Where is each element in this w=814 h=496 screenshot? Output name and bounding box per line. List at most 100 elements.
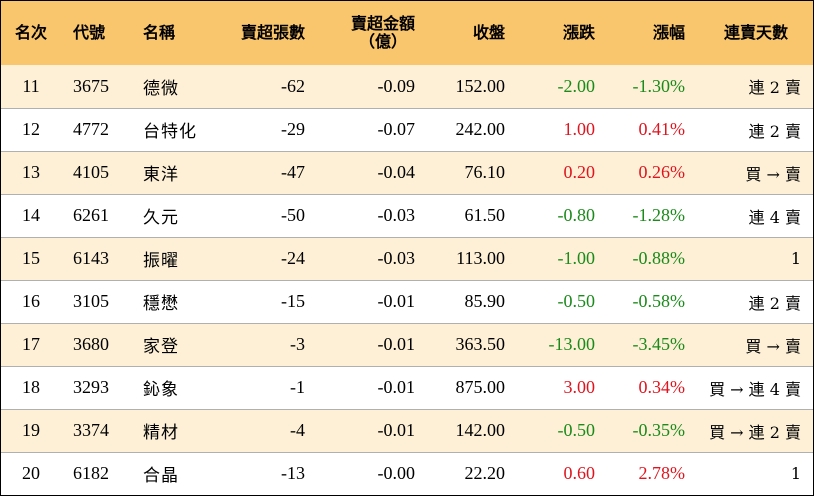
cell-code: 3374 (73, 420, 109, 440)
header-sell-amount-title: 賣超金額 (350, 14, 415, 34)
cell-change: 3.00 (563, 377, 596, 397)
cell-change-pct: 0.34% (638, 377, 686, 397)
header-code: 代號 (73, 23, 106, 43)
cell-sell-lots: -1 (290, 377, 305, 397)
cell-rank: 15 (22, 248, 40, 268)
cell-sell-lots: -62 (281, 75, 305, 96)
table-row: 15 6143 振曜 -24 -0.03 113.00 -1.00 -0.88% 1 (1, 237, 813, 280)
table-row: 13 4105 東洋 -47 -0.04 76.10 0.20 0.26% 買 → 賣 (1, 151, 813, 194)
cell-change-pct: -0.58% (632, 291, 686, 311)
cell-sell-amount: -0.01 (377, 334, 416, 354)
cell-close: 85.90 (464, 291, 506, 311)
cell-sell-amount: -0.07 (377, 119, 416, 139)
cell-name: 振曜 (143, 251, 179, 271)
table-row: 14 6261 久元 -50 -0.03 61.50 -0.80 -1.28% 連 4 賣 (1, 194, 813, 237)
cell-rank: 16 (22, 291, 40, 311)
table-header: 名次 代號 名稱 賣超張數 賣超金額 （億） 收盤 漲跌 漲幅 連賣天數 (1, 1, 813, 65)
cell-sell-amount: -0.04 (377, 162, 416, 182)
cell-change-pct: -1.28% (632, 205, 686, 225)
cell-change: 0.60 (563, 463, 596, 484)
cell-sell-lots: -24 (281, 248, 305, 268)
cell-sell-lots: -29 (281, 119, 305, 139)
cell-sell-lots: -3 (290, 334, 305, 354)
cell-name: 家登 (143, 337, 179, 357)
header-sell-amount-unit: （億） (358, 32, 407, 51)
cell-change: -1.00 (557, 248, 596, 268)
header-change: 漲跌 (562, 23, 595, 43)
cell-change-pct: 0.41% (638, 119, 686, 139)
cell-rank: 18 (22, 377, 40, 397)
table-row: 18 3293 鈊象 -1 -0.01 875.00 3.00 0.34% 買 → 連 4 賣 (1, 366, 813, 409)
cell-rank: 14 (22, 205, 40, 225)
cell-change-pct: -0.88% (632, 248, 686, 268)
cell-code: 4772 (73, 119, 109, 139)
header-streak: 連賣天數 (723, 23, 788, 43)
cell-rank: 20 (22, 463, 40, 484)
header-sell-lots: 賣超張數 (240, 23, 305, 43)
cell-sell-amount: -0.01 (377, 420, 416, 440)
table-row: 19 3374 精材 -4 -0.01 142.00 -0.50 -0.35% 買 → 連 2 … (1, 409, 813, 452)
cell-change-pct: 0.26% (638, 162, 686, 182)
cell-streak: 買 → 連 2 賣 (709, 422, 801, 442)
cell-sell-amount: -0.03 (377, 205, 416, 225)
header-rank: 名次 (14, 23, 47, 43)
cell-close: 142.00 (455, 420, 506, 440)
cell-code: 6182 (73, 463, 109, 484)
cell-code: 3680 (73, 334, 109, 354)
cell-sell-lots: -13 (281, 463, 305, 484)
cell-close: 363.50 (455, 334, 506, 354)
cell-rank: 17 (22, 334, 40, 354)
cell-change-pct: -1.30% (632, 75, 686, 96)
cell-change: -2.00 (557, 75, 596, 96)
header-change-pct: 漲幅 (652, 23, 685, 43)
cell-change: -0.50 (557, 420, 596, 440)
cell-sell-amount: -0.03 (377, 248, 416, 268)
cell-name: 精材 (143, 423, 179, 443)
cell-sell-amount: -0.09 (377, 75, 416, 96)
cell-streak: 連 2 賣 (748, 121, 801, 141)
cell-rank: 13 (22, 162, 40, 182)
cell-streak: 1 (790, 464, 801, 484)
table-row: 16 3105 穩懋 -15 -0.01 85.90 -0.50 -0.58% 連 2 賣 (1, 280, 813, 323)
header-row: 名次 代號 名稱 賣超張數 賣超金額 （億） 收盤 漲跌 漲幅 連賣天數 (1, 1, 813, 65)
cell-sell-lots: -50 (281, 205, 305, 225)
cell-streak: 1 (790, 249, 801, 268)
cell-code: 3105 (73, 291, 109, 311)
cell-streak: 買 → 賣 (745, 164, 801, 184)
cell-change-pct: -3.45% (632, 334, 686, 354)
cell-streak: 連 2 賣 (748, 293, 801, 313)
header-name: 名稱 (143, 23, 176, 43)
cell-sell-amount: -0.01 (377, 291, 416, 311)
cell-sell-lots: -47 (281, 162, 305, 182)
cell-close: 875.00 (455, 377, 506, 397)
cell-close: 152.00 (455, 75, 506, 96)
cell-name: 鈊象 (143, 380, 179, 400)
cell-change-pct: -0.35% (632, 420, 686, 440)
header-close: 收盤 (472, 23, 505, 43)
cell-name: 東洋 (143, 165, 179, 185)
cell-change: 0.20 (563, 162, 596, 182)
cell-name: 久元 (143, 208, 179, 228)
table-row: 11 3675 德微 -62 -0.09 152.00 -2.00 -1.30% 連 2 賣 (1, 65, 813, 108)
cell-change-pct: 2.78% (638, 463, 686, 484)
cell-close: 113.00 (456, 248, 505, 268)
cell-change: -0.80 (557, 205, 596, 225)
table-row: 20 6182 合晶 -13 -0.00 22.20 0.60 2.78% 1 (1, 452, 813, 495)
cell-name: 合晶 (143, 466, 179, 487)
cell-change: -0.50 (557, 291, 596, 311)
cell-close: 242.00 (455, 119, 506, 139)
cell-streak: 買 → 連 4 賣 (709, 379, 801, 399)
cell-code: 6261 (73, 205, 109, 225)
cell-rank: 19 (22, 420, 40, 440)
cell-name: 穩懋 (143, 294, 179, 314)
cell-sell-amount: -0.01 (377, 377, 416, 397)
cell-streak: 連 4 賣 (748, 207, 801, 227)
table-row: 17 3680 家登 -3 -0.01 363.50 -13.00 -3.45% 買 → 賣 (1, 323, 813, 366)
cell-close: 22.20 (464, 463, 506, 484)
cell-name: 德微 (143, 78, 179, 99)
cell-close: 61.50 (464, 205, 506, 225)
cell-code: 3675 (73, 75, 109, 96)
table-row: 12 4772 台特化 -29 -0.07 242.00 1.00 0.41% 連 2 賣 (1, 108, 813, 151)
